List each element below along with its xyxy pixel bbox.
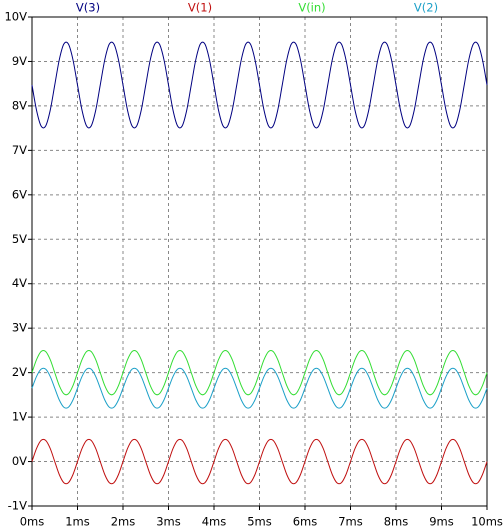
y-tick-label: 4V xyxy=(12,276,27,290)
legend-label: V(3) xyxy=(76,1,100,15)
x-tick-label: 3ms xyxy=(156,515,181,529)
x-tick-label: 7ms xyxy=(338,515,363,529)
plot-frame xyxy=(31,16,488,507)
series-line xyxy=(31,349,488,396)
series-line xyxy=(31,41,488,129)
x-tick-label: 6ms xyxy=(293,515,318,529)
y-tick-label: 5V xyxy=(12,232,27,246)
x-tick-label: 5ms xyxy=(247,515,272,529)
x-tick-label: 10ms xyxy=(471,515,503,529)
legend-label: V(in) xyxy=(298,1,325,15)
series-line xyxy=(31,367,488,409)
series-line xyxy=(31,438,488,485)
y-tick-label: 6V xyxy=(12,187,27,201)
y-tick-label: -1V xyxy=(8,499,27,513)
y-tick-label: 7V xyxy=(12,143,27,157)
x-tick-label: 9ms xyxy=(429,515,454,529)
y-tick-label: 9V xyxy=(12,54,27,68)
x-tick-label: 4ms xyxy=(202,515,227,529)
x-tick-label: 8ms xyxy=(384,515,409,529)
x-tick-label: 1ms xyxy=(65,515,90,529)
legend-label: V(1) xyxy=(188,1,212,15)
y-tick-label: 0V xyxy=(12,454,27,468)
y-tick-label: 8V xyxy=(12,98,27,112)
y-tick-label: 10V xyxy=(4,10,27,24)
x-tick-label: 0ms xyxy=(20,515,45,529)
y-tick-label: 3V xyxy=(12,321,27,335)
x-tick-label: 2ms xyxy=(111,515,136,529)
y-tick-label: 1V xyxy=(12,410,27,424)
legend-label: V(2) xyxy=(414,1,438,15)
y-tick-label: 2V xyxy=(12,365,27,379)
